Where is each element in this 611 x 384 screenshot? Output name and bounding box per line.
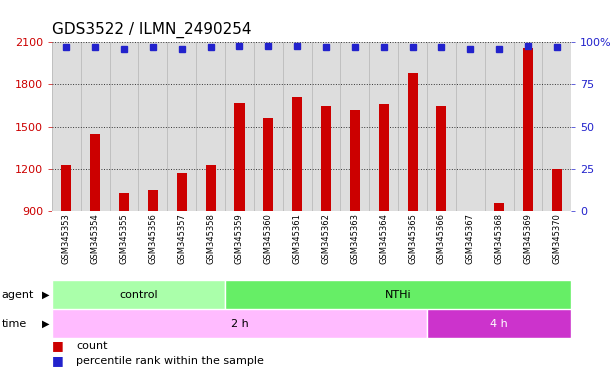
- Text: GDS3522 / ILMN_2490254: GDS3522 / ILMN_2490254: [52, 22, 252, 38]
- Bar: [552, 169, 562, 338]
- Text: GSM345370: GSM345370: [552, 213, 562, 264]
- Bar: [465, 213, 475, 338]
- Text: GSM345354: GSM345354: [90, 213, 100, 264]
- Text: GSM345363: GSM345363: [350, 213, 359, 264]
- Bar: [177, 173, 187, 338]
- Bar: [494, 203, 504, 338]
- Bar: [436, 106, 447, 338]
- Text: 2 h: 2 h: [230, 318, 248, 329]
- Bar: [225, 280, 571, 309]
- Bar: [379, 104, 389, 338]
- Text: GSM345364: GSM345364: [379, 213, 388, 264]
- Text: count: count: [76, 341, 108, 351]
- Text: GSM345356: GSM345356: [148, 213, 158, 264]
- Text: ■: ■: [52, 339, 64, 352]
- Text: GSM345368: GSM345368: [495, 213, 503, 264]
- Bar: [523, 48, 533, 338]
- Bar: [321, 106, 331, 338]
- Text: GSM345367: GSM345367: [466, 213, 475, 264]
- Bar: [350, 110, 360, 338]
- Text: 4 h: 4 h: [490, 318, 508, 329]
- Text: GSM345355: GSM345355: [120, 213, 128, 264]
- Text: ■: ■: [52, 354, 64, 367]
- Text: control: control: [119, 290, 158, 300]
- Bar: [427, 309, 571, 338]
- Text: GSM345366: GSM345366: [437, 213, 446, 264]
- Bar: [235, 103, 244, 338]
- Bar: [61, 165, 71, 338]
- Text: agent: agent: [2, 290, 34, 300]
- Bar: [52, 309, 427, 338]
- Text: GSM345361: GSM345361: [293, 213, 302, 264]
- Bar: [292, 97, 302, 338]
- Text: ▶: ▶: [42, 318, 49, 329]
- Text: NTHi: NTHi: [385, 290, 411, 300]
- Bar: [205, 165, 216, 338]
- Bar: [90, 134, 100, 338]
- Bar: [408, 73, 418, 338]
- Bar: [263, 118, 273, 338]
- Bar: [52, 280, 225, 309]
- Text: GSM345353: GSM345353: [62, 213, 71, 264]
- Text: time: time: [2, 318, 27, 329]
- Text: GSM345365: GSM345365: [408, 213, 417, 264]
- Text: GSM345359: GSM345359: [235, 213, 244, 264]
- Bar: [119, 193, 129, 338]
- Text: percentile rank within the sample: percentile rank within the sample: [76, 356, 264, 366]
- Bar: [148, 190, 158, 338]
- Text: GSM345362: GSM345362: [321, 213, 331, 264]
- Text: ▶: ▶: [42, 290, 49, 300]
- Text: GSM345369: GSM345369: [524, 213, 533, 264]
- Text: GSM345360: GSM345360: [264, 213, 273, 264]
- Text: GSM345357: GSM345357: [177, 213, 186, 264]
- Text: GSM345358: GSM345358: [206, 213, 215, 264]
